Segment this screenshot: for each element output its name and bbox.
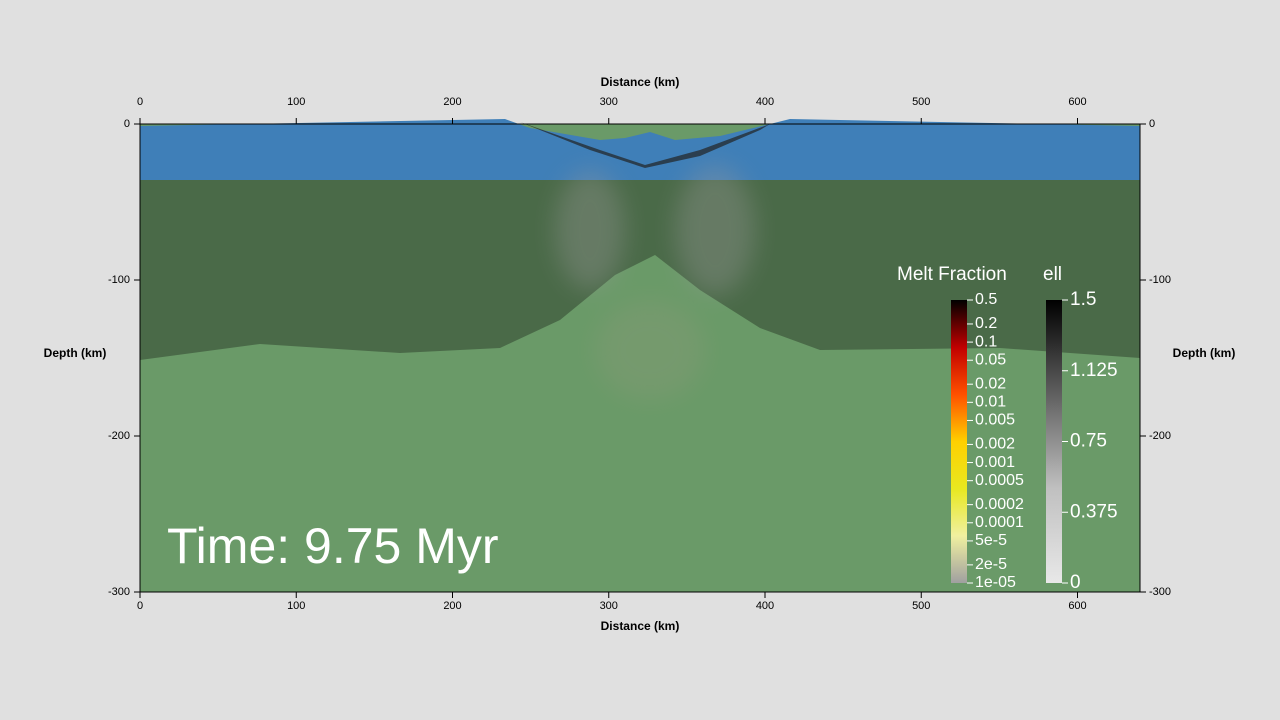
colorbar-title: Melt Fraction [897, 264, 1007, 285]
colorbar-tick-label: 0.75 [1070, 431, 1107, 452]
colorbar-title: ell [1043, 264, 1062, 285]
y-tick-label-right: 0 [1149, 118, 1155, 130]
y-tick-label-left: -300 [108, 586, 130, 598]
y-axis-title-right: Depth (km) [1173, 346, 1236, 360]
colorbar-tick-label: 0.005 [975, 412, 1015, 429]
x-axis-title-bottom: Distance (km) [601, 619, 680, 633]
plot-frame [139, 123, 1141, 593]
colorbar-tick-label: 0.2 [975, 315, 997, 332]
field [140, 119, 1140, 592]
x-tick-label-bottom: 600 [1068, 600, 1086, 612]
lithosphere-layer [140, 180, 1140, 360]
colorbar-tick-label: 0.001 [975, 454, 1015, 471]
x-tick-label-top: 0 [137, 96, 143, 108]
colorbar-tick-label: 0.02 [975, 375, 1006, 392]
x-tick-label-bottom: 400 [756, 600, 774, 612]
x-tick-label-top: 200 [443, 96, 461, 108]
x-axis-title-top: Distance (km) [601, 75, 680, 89]
y-tick-label-right: -300 [1149, 586, 1171, 598]
colorbar [951, 300, 967, 583]
x-tick-label-bottom: 100 [287, 600, 305, 612]
colorbar-tick-label: 0.002 [975, 436, 1015, 453]
colorbar-tick-label: 0.01 [975, 394, 1006, 411]
y-tick-label-right: -200 [1149, 430, 1171, 442]
y-tick-label-left: 0 [124, 118, 130, 130]
x-tick-label-top: 300 [600, 96, 618, 108]
x-tick-label-top: 600 [1068, 96, 1086, 108]
colorbar-tick-label: 5e-5 [975, 532, 1007, 549]
colorbar-tick-label: 0.05 [975, 351, 1006, 368]
time-annotation: Time: 9.75 Myr [167, 518, 499, 574]
strain-shading [555, 165, 755, 400]
colorbar-tick-label: 0.0005 [975, 472, 1024, 489]
x-tick-label-bottom: 300 [600, 600, 618, 612]
crust-layer [140, 119, 1140, 180]
shear-zone [520, 122, 770, 168]
y-tick-label-right: -100 [1149, 274, 1171, 286]
colorbar-tick-label: 0.0001 [975, 514, 1024, 531]
x-tick-label-top: 400 [756, 96, 774, 108]
x-tick-label-bottom: 200 [443, 600, 461, 612]
colorbar-tick-label: 1.125 [1070, 360, 1118, 381]
colorbar-tick-label: 0.1 [975, 333, 997, 350]
y-tick-label-left: -100 [108, 274, 130, 286]
x-tick-label-top: 500 [912, 96, 930, 108]
colorbar [1046, 300, 1062, 583]
colorbar-tick-label: 0.5 [975, 291, 997, 308]
colorbar-tick-label: 2e-5 [975, 556, 1007, 573]
colorbar-tick-label: 1.5 [1070, 289, 1096, 310]
colorbar-tick-label: 0.0002 [975, 496, 1024, 513]
y-axis-title-left: Depth (km) [44, 346, 107, 360]
x-tick-label-bottom: 500 [912, 600, 930, 612]
colorbar-tick-label: 1e-05 [975, 574, 1016, 591]
x-tick-label-bottom: 0 [137, 600, 143, 612]
y-tick-label-left: -200 [108, 430, 130, 442]
colorbar-tick-label: 0.375 [1070, 501, 1118, 522]
colorbar-tick-label: 0 [1070, 572, 1081, 593]
x-tick-label-top: 100 [287, 96, 305, 108]
